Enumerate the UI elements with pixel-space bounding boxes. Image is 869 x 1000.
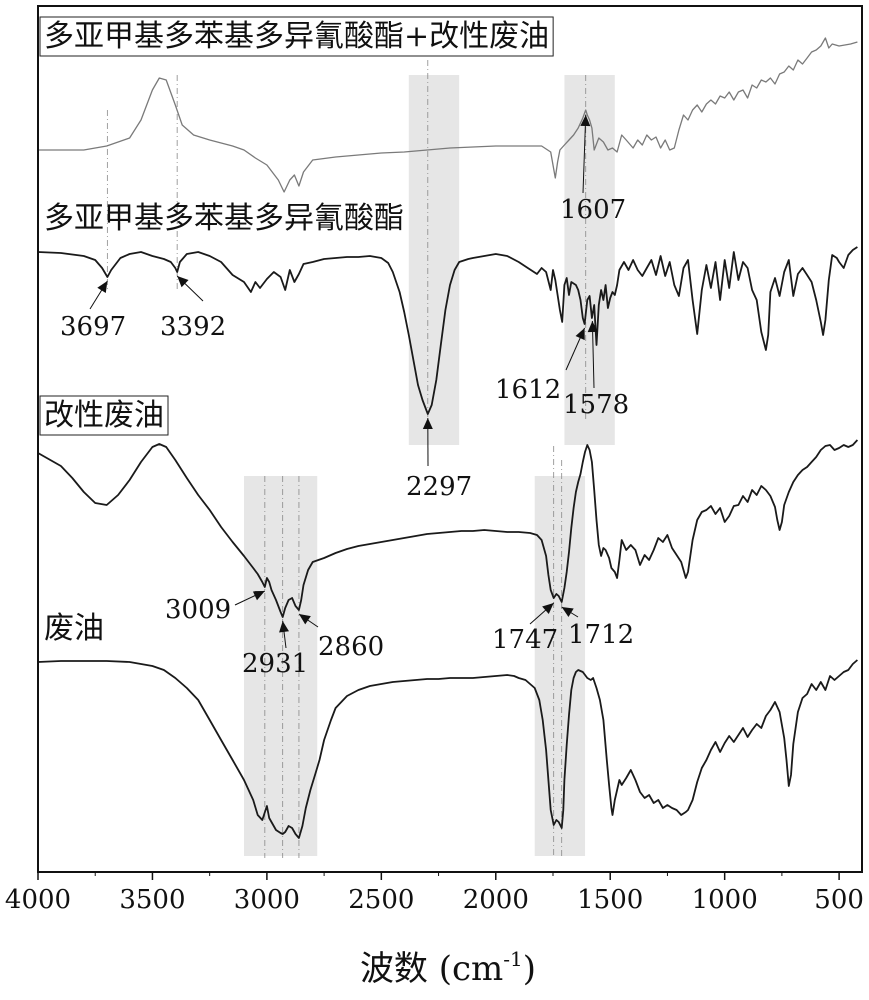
peak-label-3009: 3009 [165,595,231,625]
annotation-arrowhead [587,321,598,333]
annotation-arrowhead [580,115,591,127]
x-tick-label: 4000 [5,885,71,915]
peak-label-1607: 1607 [560,195,626,225]
peak-label-1612: 1612 [495,375,561,405]
series-line-4 [37,659,858,839]
highlight-band [244,476,318,856]
x-tick-label: 2000 [463,885,529,915]
annotation-arrow-line [582,114,587,194]
peak-label-2931: 2931 [242,649,308,679]
annotation-arrowhead [542,603,554,615]
peak-annotations: 1607 3697 3392 1612 1578 2297 3009 2931 2860 1747… [60,114,634,679]
series-label-2: 多亚甲基多苯基多异氰酸酯 [44,201,404,236]
reference-lines [106,60,587,858]
x-tick-label: 3500 [119,885,185,915]
x-tick-label: 1000 [692,885,758,915]
x-tick-label: 500 [814,885,864,915]
annotation-arrowhead [279,621,289,633]
annotation-arrowhead [561,607,574,618]
plot-frame [37,5,863,873]
annotation-arrowhead [298,614,311,625]
annotation-arrowhead [422,418,433,430]
peak-label-3392: 3392 [160,312,226,342]
peak-label-3697: 3697 [60,312,126,342]
x-axis: 4000 3500 3000 2500 2000 1500 1000 500 [5,872,864,915]
peak-label-1712: 1712 [568,620,634,650]
series-line-3 [37,439,859,618]
series-label-3: 改性废油 [44,398,164,433]
x-axis-label-sup: -1 [503,947,522,971]
x-axis-label-main: 波数 (cm [360,949,503,989]
series-line-2 [37,246,858,415]
annotation-arrowhead [252,591,265,601]
x-axis-label-close: ) [523,949,536,989]
annotation-arrowhead [97,281,108,293]
series-label-box [39,16,554,57]
series-label-box [39,395,169,436]
highlight-band [534,476,586,856]
annotation-arrowhead [575,328,585,341]
highlight-bands [244,75,615,856]
series-label-4: 废油 [44,611,104,646]
peak-label-1578: 1578 [563,390,629,420]
peak-label-1747: 1747 [492,625,558,655]
x-tick-label: 3000 [234,885,300,915]
x-tick-label: 1500 [577,885,643,915]
spectra-series [37,37,859,839]
peak-label-2297: 2297 [406,472,472,502]
series-line-1 [38,37,858,193]
annotation-arrowhead [177,276,189,288]
series-label-1: 多亚甲基多苯基多异氰酸酯+改性废油 [44,19,549,54]
x-axis-label: 波数 (cm-1) [360,947,536,989]
peak-label-2860: 2860 [318,632,384,662]
annotation-arrow-line [591,320,595,389]
x-tick-label: 2500 [348,885,414,915]
